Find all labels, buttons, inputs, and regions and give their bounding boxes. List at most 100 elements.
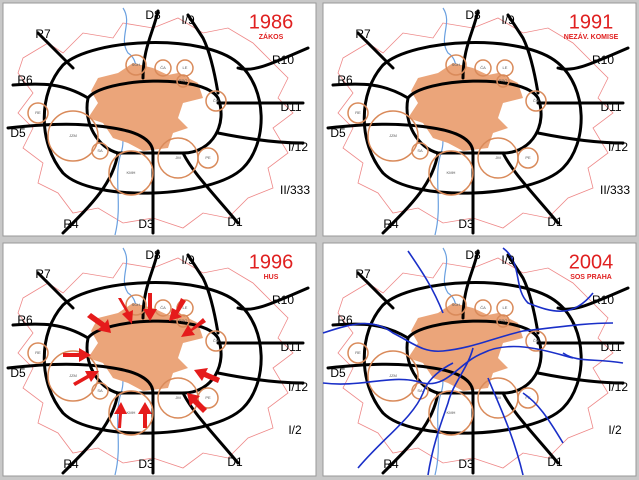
zone-label: JZM <box>69 133 77 138</box>
road-label: I/9 <box>501 253 515 267</box>
zone-label: LE <box>503 305 508 310</box>
map-panel: RE JZM SA KMH JM PE SOH ČA LE PRO ČM R7 D8 I/9 R10 R6 D1… <box>321 1 638 238</box>
road-label: R4 <box>63 457 79 471</box>
road-label: R7 <box>35 27 51 41</box>
zone-label: SOH <box>452 302 461 307</box>
road-label: I/12 <box>288 380 308 394</box>
zone-circle <box>367 110 419 162</box>
zone-label: PRO <box>179 318 188 323</box>
zone-label: LE <box>183 305 188 310</box>
zone-label: SOH <box>132 302 141 307</box>
zone-circle <box>525 330 547 352</box>
zone-circle <box>367 350 419 402</box>
zone-circle <box>176 74 190 88</box>
road-label: R10 <box>592 293 614 307</box>
road-label: R7 <box>355 27 371 41</box>
zone-label: JM <box>495 155 500 160</box>
zone-label: KMH <box>447 410 456 415</box>
zone-circle <box>47 350 99 402</box>
zone-circle <box>474 299 492 317</box>
road-label: R6 <box>17 73 33 87</box>
road-label: I/9 <box>181 253 195 267</box>
zone-label: ČA <box>160 65 166 70</box>
zone-label: ČA <box>160 305 166 310</box>
road-label: R4 <box>383 457 399 471</box>
road-label: I/9 <box>181 13 195 27</box>
zone-circle <box>176 314 190 328</box>
zone-label: PE <box>525 155 531 160</box>
zone-label: PE <box>205 155 211 160</box>
panel-year: 1991 <box>569 11 614 33</box>
road-label: R7 <box>355 267 371 281</box>
zone-circle <box>347 342 369 364</box>
road-label: D11 <box>280 100 301 114</box>
road-label: D1 <box>227 215 243 229</box>
road-label: D1 <box>227 455 243 469</box>
map-panel: RE JZM SA KMH JM PE SOH ČA LE PRO ČM R7 D8 I/9 R10 R6 D1… <box>1 241 318 478</box>
road-label: D8 <box>465 8 481 22</box>
zone-label: ČM <box>213 98 219 103</box>
zone-label: PE <box>205 395 211 400</box>
road-label: D8 <box>145 248 161 262</box>
zone-circle <box>197 147 219 169</box>
zone-circle <box>445 294 467 316</box>
zone-circle <box>125 54 147 76</box>
road-label: D11 <box>600 100 621 114</box>
zone-label: JZM <box>389 133 397 138</box>
zone-label: PRO <box>499 318 508 323</box>
zone-circle <box>445 54 467 76</box>
zone-label: RE <box>355 350 361 355</box>
road-label: I/12 <box>608 140 628 154</box>
road-label: D11 <box>600 340 621 354</box>
map-panel: RE JZM SA KMH JM PE SOH ČA LE PRO ČM R7 D8 I/9 R10 R6 D1… <box>1 1 318 238</box>
road-label: I/9 <box>501 13 515 27</box>
road-label: I/12 <box>608 380 628 394</box>
road-label: II/333 <box>600 183 630 197</box>
road-label: D5 <box>330 126 346 140</box>
panel-subtitle: HUS <box>264 274 279 281</box>
road-label: I/2 <box>608 423 622 437</box>
zone-label: JM <box>175 155 180 160</box>
zone-circle <box>91 142 109 160</box>
road-label: R4 <box>63 217 79 231</box>
zone-label: LE <box>183 65 188 70</box>
road-label: I/2 <box>288 423 302 437</box>
zone-circle <box>496 314 510 328</box>
zone-circle <box>91 382 109 400</box>
zone-label: KMH <box>127 170 136 175</box>
zone-label: JZM <box>389 373 397 378</box>
zone-circle <box>108 390 154 436</box>
zone-circle <box>517 387 539 409</box>
zone-label: RE <box>35 110 41 115</box>
road-label: D5 <box>10 126 26 140</box>
zone-label: RE <box>35 350 41 355</box>
zone-label: LE <box>503 65 508 70</box>
road-label: R6 <box>337 73 353 87</box>
road-label: D3 <box>138 217 154 231</box>
road-label: D3 <box>458 457 474 471</box>
road-label: D3 <box>458 217 474 231</box>
zone-label: PRO <box>499 78 508 83</box>
zone-circle <box>205 90 227 112</box>
zone-label: SA <box>97 388 103 393</box>
road-label: D1 <box>547 215 563 229</box>
zone-circle <box>154 59 172 77</box>
panel-subtitle: ZÁKOS <box>259 32 284 41</box>
zone-label: ČM <box>213 338 219 343</box>
panel-year: 2004 <box>569 251 614 273</box>
panel-year: 1986 <box>249 11 294 33</box>
zone-circle <box>411 142 429 160</box>
road-label: R7 <box>35 267 51 281</box>
road-label: R4 <box>383 217 399 231</box>
zone-label: SA <box>97 148 103 153</box>
road-label: D8 <box>465 248 481 262</box>
zone-label: RE <box>355 110 361 115</box>
zone-circle <box>108 150 154 196</box>
zone-circle <box>47 110 99 162</box>
road-label: D8 <box>145 8 161 22</box>
road-label: R10 <box>272 53 294 67</box>
road-label: II/333 <box>280 183 310 197</box>
zone-circle <box>525 90 547 112</box>
